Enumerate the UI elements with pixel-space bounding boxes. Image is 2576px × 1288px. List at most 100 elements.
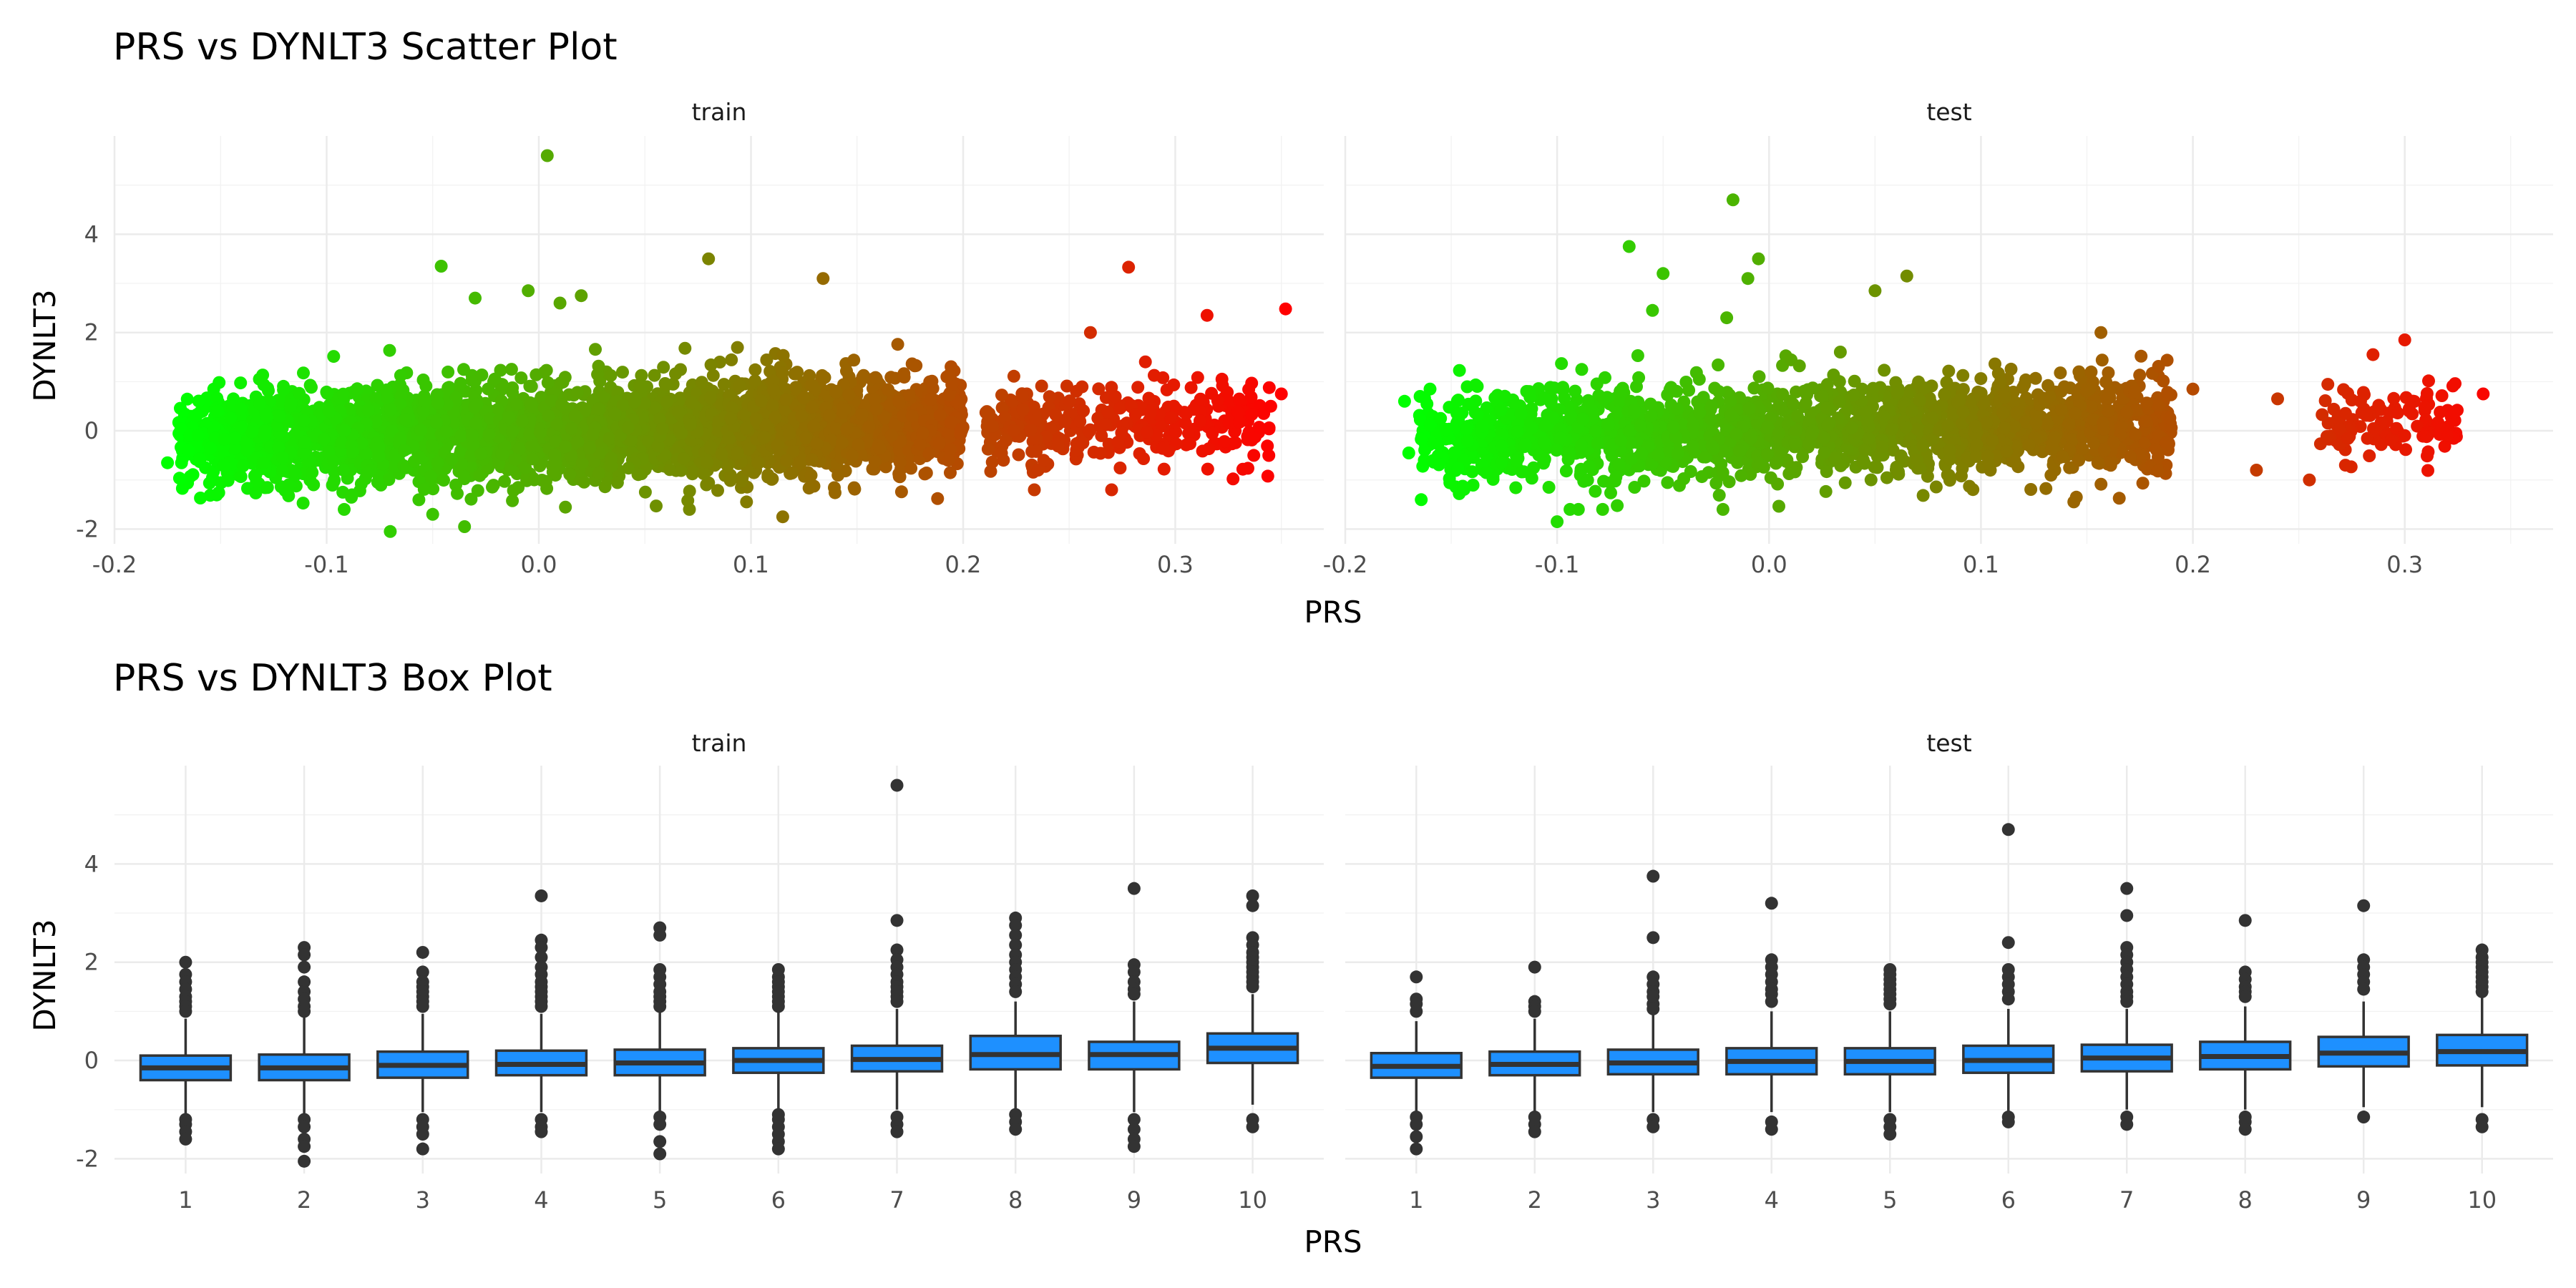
data-point [1568,384,1582,398]
data-point [1184,437,1196,450]
data-point [891,338,904,351]
data-point [1131,381,1145,394]
data-point [1604,486,1617,499]
data-point [1697,391,1710,404]
data-point [475,369,489,381]
data-point [337,463,350,477]
data-point [608,407,622,421]
data-point [2041,417,2054,431]
data-point [873,441,887,455]
data-point [1242,383,1256,396]
data-point [523,427,537,441]
data-point [816,272,830,286]
data-point [486,480,499,494]
data-point [1942,364,1956,378]
data-point [289,467,302,481]
data-point [174,422,187,436]
x-tick-label: -0.2 [92,551,137,578]
data-point [638,396,651,410]
data-point [1077,404,1091,418]
data-point [678,341,692,355]
data-point [228,441,241,455]
scatter-strip-test: test [1926,98,1971,126]
data-point [868,393,882,406]
data-point [1051,439,1065,453]
data-point [1157,462,1171,476]
data-point [695,376,708,389]
data-point [1819,484,1833,498]
data-point [277,379,291,393]
data-point [888,418,902,431]
data-point [995,447,1008,460]
data-point [2094,477,2108,491]
data-point [669,367,682,381]
data-point [776,366,789,380]
y-tick-label: -2 [76,515,99,542]
data-point [1631,349,1644,362]
data-point [604,369,618,382]
data-point [1735,469,1748,482]
data-point [449,391,463,404]
data-point [1063,394,1076,408]
data-point [1182,426,1195,440]
data-point [748,374,762,388]
data-point [805,453,819,467]
data-point [799,431,813,444]
data-point [372,440,386,454]
data-point [275,451,289,464]
data-point [321,386,334,400]
data-point [1221,394,1234,407]
data-point [823,409,836,422]
data-point [1582,459,1596,473]
data-point [704,358,718,371]
data-point [522,284,535,298]
data-point [836,436,849,449]
data-point [981,442,995,456]
data-point [660,395,673,409]
data-point [249,486,263,499]
data-point [752,456,766,469]
data-point [592,402,605,416]
data-point [1880,471,1893,484]
data-point [684,418,697,431]
data-point [2095,353,2109,367]
data-point [1542,481,1556,494]
data-point [650,499,663,513]
data-point [161,456,175,469]
data-point [681,494,695,507]
data-point [2072,454,2086,467]
data-point [577,475,591,489]
data-point [1555,357,1568,371]
data-point [1782,467,1796,480]
data-point [191,429,205,442]
data-point [592,359,605,373]
data-point [383,343,396,357]
data-point [944,466,957,479]
data-point [1049,408,1063,421]
data-point [482,428,496,441]
data-point [257,378,270,391]
x-tick-label: 0.2 [945,551,982,578]
data-point [815,373,829,386]
data-point [932,436,946,450]
data-point [1827,369,1840,381]
data-point [1012,448,1025,462]
data-point [559,440,572,454]
data-point [221,474,235,487]
data-point [2065,433,2079,447]
data-point [1101,405,1115,419]
data-point [445,452,459,466]
data-point [616,366,629,379]
data-point [905,409,919,423]
data-point [384,403,397,416]
data-point [1596,502,1609,516]
data-point [831,469,845,482]
data-point [424,469,437,483]
data-point [546,465,560,479]
data-point [327,454,341,468]
data-point [733,379,746,393]
data-point [1878,364,1891,377]
data-point [701,456,714,469]
data-point [931,492,945,505]
data-point [955,422,968,436]
